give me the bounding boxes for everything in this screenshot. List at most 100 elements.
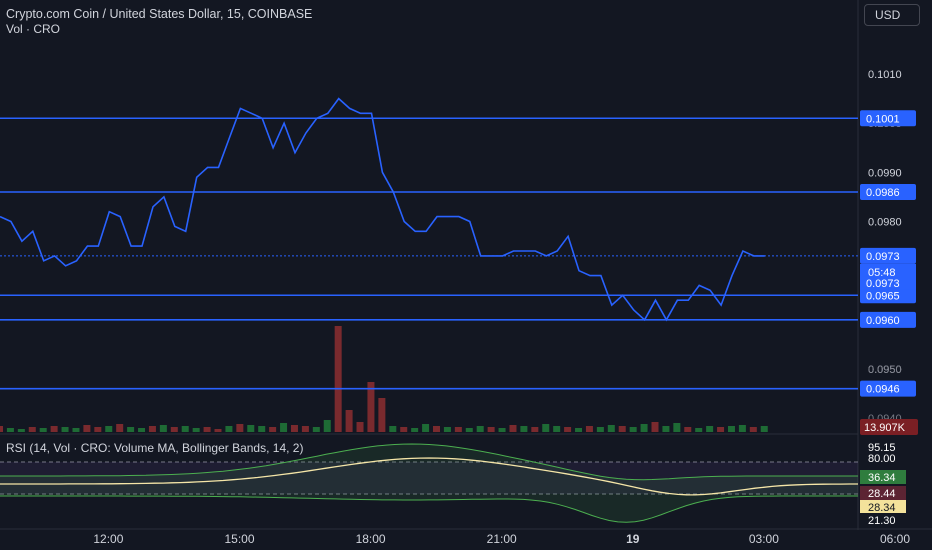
volume-bar <box>258 426 266 432</box>
volume-bar <box>585 426 593 432</box>
volume-bar <box>684 427 692 432</box>
volume-bar <box>105 426 113 432</box>
level-badge <box>860 380 916 397</box>
volume-bar <box>378 398 386 432</box>
time-axis-tick: 06:00 <box>880 532 910 546</box>
indicator-value-badge <box>860 440 906 454</box>
price-axis-tick: 0.1010 <box>868 69 902 81</box>
volume-bar <box>520 426 528 432</box>
volume-bar <box>225 426 233 432</box>
price-axis-tick: 0.0990 <box>868 167 902 179</box>
last-price-badge <box>860 275 916 290</box>
bollinger-fill <box>0 444 858 523</box>
volume-indicator-label[interactable]: Vol · CRO <box>6 22 61 36</box>
level-badge-text: 0.0960 <box>866 315 900 327</box>
volume-bar <box>400 427 408 432</box>
volume-bar <box>138 428 146 432</box>
volume-bar <box>454 427 462 432</box>
price-axis-label: 0.0950 <box>868 364 902 376</box>
volume-bar <box>738 425 746 432</box>
volume-bar <box>50 426 58 432</box>
level-badge-text: 0.0946 <box>866 384 900 396</box>
volume-bar <box>28 427 36 432</box>
indicator-value-badge <box>860 451 906 465</box>
volume-bar <box>6 428 14 432</box>
volume-bar <box>727 426 735 432</box>
volume-bar <box>236 424 244 432</box>
level-badge-text: 0.1001 <box>866 113 900 125</box>
volume-bar <box>356 422 364 432</box>
indicator-value-text: 21.30 <box>868 515 896 527</box>
time-axis-tick: 19 <box>626 532 640 546</box>
currency-button[interactable]: USD <box>864 4 920 26</box>
volume-bar <box>476 426 484 432</box>
volume-bar <box>148 426 156 432</box>
volume-bar <box>83 425 91 432</box>
volume-bar <box>290 425 298 432</box>
volume-bar <box>553 426 561 432</box>
time-axis-tick: 03:00 <box>749 532 779 546</box>
volume-bar <box>0 426 3 432</box>
volume-bar <box>498 428 506 432</box>
volume-bar <box>607 425 615 432</box>
volume-bar <box>411 428 419 432</box>
symbol-title: Crypto.com Coin / United States Dollar, … <box>6 7 313 21</box>
level-badge <box>860 184 916 200</box>
rsi-line <box>0 457 858 496</box>
volume-bar <box>367 382 375 432</box>
volume-bar <box>301 426 309 432</box>
volume-bar <box>717 427 725 432</box>
indicator-value-badge <box>860 486 906 500</box>
volume-bar <box>170 427 178 432</box>
volume-bar <box>422 424 430 432</box>
volume-bar <box>203 427 211 432</box>
volume-bar <box>433 426 440 432</box>
volume-bar <box>116 424 124 432</box>
indicator-title[interactable]: RSI (14, Vol · CRO: Volume MA, Bollinger… <box>6 441 304 455</box>
volume-bar <box>760 426 768 432</box>
time-axis-tick: 18:00 <box>356 532 386 546</box>
level-badge <box>860 311 916 328</box>
volume-bar <box>596 427 604 432</box>
rsi-band-fill <box>0 462 858 494</box>
volume-bar <box>575 428 583 432</box>
level-badge <box>860 247 916 264</box>
volume-bar <box>72 428 80 432</box>
volume-bar <box>695 428 703 432</box>
chart-header: Crypto.com Coin / United States Dollar, … <box>6 6 312 37</box>
price-line <box>0 97 765 322</box>
bollinger-upper <box>0 443 858 481</box>
indicator-value-text: 36.34 <box>868 472 896 484</box>
volume-bar <box>323 420 331 432</box>
volume-bar <box>640 424 648 432</box>
indicator-value-text: 28.34 <box>868 502 896 514</box>
volume-bar <box>192 428 200 432</box>
indicator-value-text: 80.00 <box>868 453 896 465</box>
volume-bar <box>127 427 135 432</box>
price-axis-tick: 0.0950 <box>868 364 902 376</box>
bollinger-lower <box>0 495 858 523</box>
indicator-value-text: 28.44 <box>868 488 896 500</box>
volume-bar <box>443 427 451 432</box>
indicator-value-badge <box>860 500 906 514</box>
time-axis-tick: 15:00 <box>224 532 254 546</box>
volume-bar <box>706 426 714 432</box>
volume-bar <box>94 427 102 432</box>
volume-bar <box>564 427 572 432</box>
volume-bar <box>465 428 473 432</box>
volume-bar <box>487 427 495 432</box>
volume-bar <box>181 426 189 432</box>
volume-bar <box>39 428 47 432</box>
level-badge <box>860 287 916 304</box>
volume-bar <box>662 426 670 432</box>
time-axis-tick: 12:00 <box>93 532 123 546</box>
volume-bar <box>247 425 255 432</box>
last-price-text: 0.0973 <box>866 278 900 290</box>
volume-bar <box>61 427 69 432</box>
volume-bar <box>269 427 277 432</box>
volume-bar <box>345 410 353 432</box>
volume-bar <box>214 429 222 432</box>
indicator-value-badge <box>860 513 906 527</box>
volume-last-text: 13.907K <box>864 422 906 434</box>
